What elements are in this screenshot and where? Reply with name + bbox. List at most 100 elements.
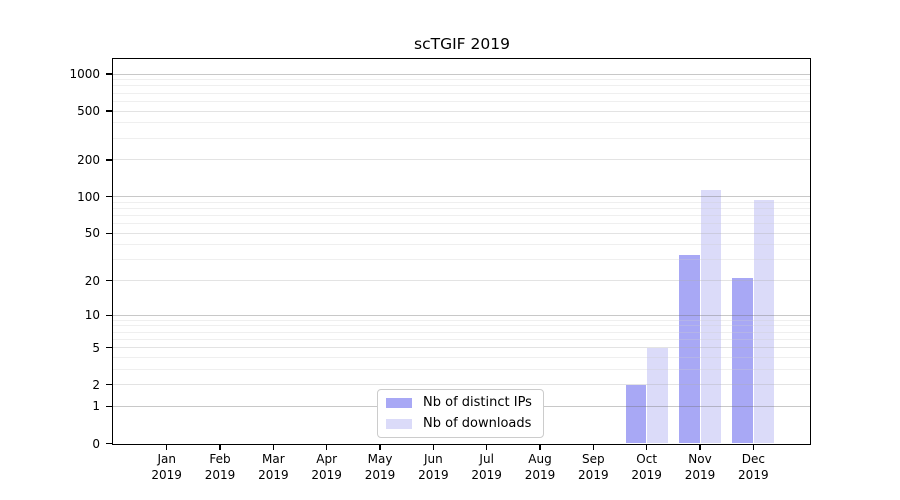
y-tick-500 <box>106 110 113 112</box>
bar-distinct-ips-dec <box>732 278 753 444</box>
month-label: Dec <box>741 452 765 466</box>
gridline-minor-y-400 <box>113 122 811 124</box>
month-label: May <box>367 452 393 466</box>
gridline-y-50 <box>113 232 811 234</box>
y-tick-2 <box>106 384 113 386</box>
year-label: 2019 <box>204 467 236 482</box>
gridline-minor-y-900 <box>113 79 811 81</box>
y-tick-100 <box>106 196 113 198</box>
x-tick-sep <box>592 444 595 450</box>
gridline-y-1000 <box>113 73 811 75</box>
x-tick-label-mar: Mar 2019 <box>243 452 303 483</box>
x-tick-may <box>379 444 381 450</box>
x-tick-nov <box>699 444 701 450</box>
year-label: 2019 <box>578 467 609 482</box>
month-label: Nov <box>688 452 712 466</box>
y-tick-label-2: 2 <box>92 377 100 392</box>
gridline-minor-y-7 <box>113 331 811 333</box>
month-label: Jan <box>157 452 176 466</box>
legend-item-distinct-ips: Nb of distinct IPs <box>386 394 535 412</box>
bar-downloads-dec <box>753 199 775 444</box>
x-tick-label-jan: Jan 2019 <box>137 452 197 483</box>
y-tick-5 <box>106 347 113 349</box>
year-label: 2019 <box>258 467 289 482</box>
gridline-y-100 <box>113 196 811 198</box>
x-tick-aug <box>539 444 541 450</box>
year-label: 2019 <box>471 467 502 482</box>
y-tick-label-500: 500 <box>77 104 100 119</box>
x-tick-label-oct: Oct 2019 <box>617 452 677 483</box>
month-label: Apr <box>316 452 338 466</box>
x-tick-label-apr: Apr 2019 <box>297 452 357 483</box>
gridline-minor-y-40 <box>113 244 811 246</box>
x-tick-label-nov: Nov 2019 <box>670 452 730 483</box>
x-tick-dec <box>752 444 755 450</box>
gridline-minor-y-3 <box>113 368 811 370</box>
y-tick-label-100: 100 <box>77 189 100 204</box>
y-tick-label-0: 0 <box>92 436 100 451</box>
month-label: Jun <box>423 452 443 466</box>
gridline-y-10 <box>113 314 811 316</box>
y-tick-label-10: 10 <box>84 308 100 323</box>
y-tick-20 <box>106 280 113 282</box>
y-tick-label-5: 5 <box>92 340 100 355</box>
y-tick-1000 <box>106 73 113 75</box>
y-tick-label-20: 20 <box>84 273 100 288</box>
year-label: 2019 <box>738 467 769 482</box>
x-tick-jul <box>486 444 488 450</box>
y-tick-200 <box>106 159 113 161</box>
bar-distinct-ips-oct <box>625 384 647 444</box>
y-tick-label-1000: 1000 <box>69 67 100 81</box>
y-tick-label-50: 50 <box>84 226 100 241</box>
x-tick-apr <box>326 444 328 450</box>
bar-downloads-nov <box>700 189 721 444</box>
y-tick-0 <box>106 442 113 445</box>
y-tick-10 <box>106 314 113 316</box>
year-label: 2019 <box>311 467 342 482</box>
legend-label-distinct-ips: Nb of distinct IPs <box>423 395 532 410</box>
x-tick-label-jun: Jun 2019 <box>403 452 463 483</box>
gridline-minor-y-800 <box>113 85 811 87</box>
x-tick-label-dec: Dec 2019 <box>723 452 783 483</box>
y-tick-label-1: 1 <box>92 399 100 414</box>
bar-distinct-ips-nov <box>679 254 700 444</box>
y-tick-1 <box>106 405 113 408</box>
x-tick-label-sep: Sep 2019 <box>563 452 623 483</box>
legend: Nb of distinct IPs Nb of downloads <box>377 389 544 438</box>
month-label: Mar <box>262 452 285 466</box>
gridline-minor-y-700 <box>113 92 811 94</box>
year-label: 2019 <box>631 467 662 482</box>
x-tick-label-jul: Jul 2019 <box>457 452 517 483</box>
legend-swatch-distinct-ips <box>386 398 412 408</box>
gridline-minor-y-4 <box>113 356 811 358</box>
legend-swatch-downloads <box>386 419 412 429</box>
gridline-y-200 <box>113 159 811 161</box>
legend-label-downloads: Nb of downloads <box>423 416 532 431</box>
gridline-minor-y-80 <box>113 207 811 209</box>
year-label: 2019 <box>418 467 449 482</box>
x-tick-label-may: May 2019 <box>350 452 410 483</box>
x-tick-oct <box>646 444 648 450</box>
year-label: 2019 <box>684 467 716 482</box>
gridline-y-2 <box>113 384 811 386</box>
gridline-y-500 <box>113 110 811 112</box>
month-label: Oct <box>636 452 658 466</box>
gridline-minor-y-6 <box>113 338 811 340</box>
x-tick-label-aug: Aug 2019 <box>510 452 570 483</box>
y-tick-50 <box>106 232 113 234</box>
year-label: 2019 <box>364 467 396 482</box>
month-label: Aug <box>528 452 552 466</box>
gridline-minor-y-30 <box>113 259 811 261</box>
gridline-minor-y-8 <box>113 325 811 327</box>
bar-downloads-oct <box>647 347 668 444</box>
month-label: Sep <box>582 452 605 466</box>
x-tick-jan <box>166 444 168 450</box>
x-tick-mar <box>272 444 275 450</box>
gridline-minor-y-70 <box>113 215 811 217</box>
gridline-minor-y-9 <box>113 319 811 321</box>
x-tick-label-feb: Feb 2019 <box>190 452 250 483</box>
chart-title: scTGIF 2019 <box>414 35 510 53</box>
gridline-minor-y-300 <box>113 137 811 139</box>
month-label: Feb <box>209 452 231 466</box>
gridline-minor-y-60 <box>113 223 811 225</box>
